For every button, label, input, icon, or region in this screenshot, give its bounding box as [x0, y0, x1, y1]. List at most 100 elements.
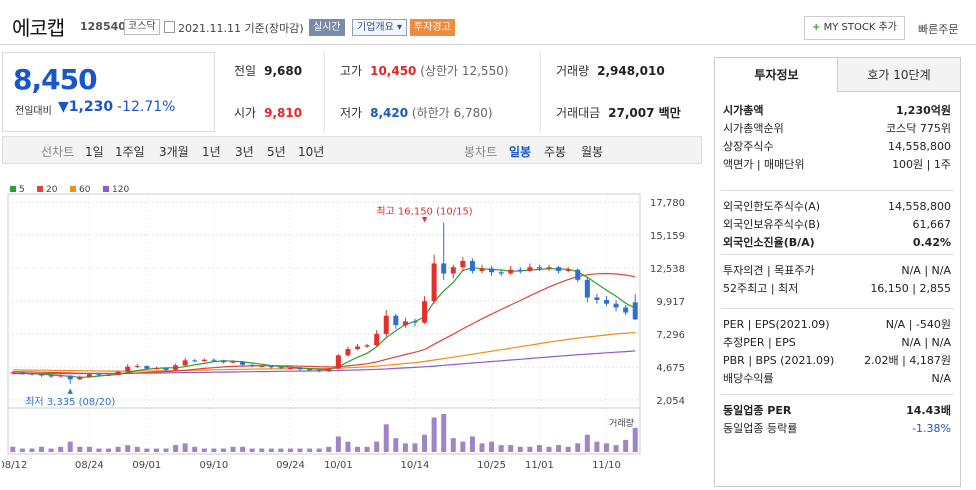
volume-bar	[134, 446, 140, 452]
volume-bar	[182, 443, 188, 452]
candle-body	[508, 269, 514, 274]
tab-period-1y[interactable]: 1년	[202, 145, 221, 159]
candle-body	[479, 268, 485, 271]
volume-bar	[613, 445, 619, 452]
volume-bar	[603, 443, 609, 452]
candle-body	[412, 321, 418, 323]
divider	[0, 44, 976, 45]
volume-bar	[479, 443, 485, 452]
candle-body	[383, 315, 389, 334]
candle-body	[48, 375, 54, 377]
info-value: N/A | -540원	[885, 318, 951, 331]
info-row: 시가총액 1,230억원	[723, 102, 951, 120]
price-stats: 전일 9,680 고가 10,450 (상한가 12,550) 거래량 2,948,0…	[216, 52, 704, 132]
info-value: 61,667	[912, 218, 952, 231]
candle-body	[469, 260, 475, 271]
info-key: PBR | BPS (2021.09)	[723, 354, 835, 367]
volume-bar	[402, 443, 408, 452]
max-annotation: 최고 16,150 (10/15)	[376, 206, 472, 218]
volume-bar	[96, 448, 102, 452]
tab-period-10y[interactable]: 10년	[298, 145, 325, 159]
info-row: 배당수익률 N/A	[723, 370, 951, 388]
volume-bar	[527, 446, 533, 452]
volume-bar	[48, 448, 54, 452]
volume-bar	[575, 443, 581, 452]
candle-body	[422, 301, 428, 323]
info-key: 상장주식수	[723, 140, 774, 153]
candle-body	[489, 268, 495, 273]
investment-warning-badge[interactable]: 투자경고	[410, 19, 455, 36]
info-row: 상장주식수 14,558,800	[723, 138, 951, 156]
volume-bar	[39, 446, 45, 452]
stat-high: 고가 10,450 (상한가 12,550)	[340, 62, 509, 79]
candle-body	[355, 346, 361, 350]
candle-body	[153, 367, 159, 369]
volume-bar	[316, 448, 322, 452]
ma60-line	[12, 332, 636, 372]
candle-body	[230, 361, 236, 363]
volume-bar	[307, 448, 313, 452]
volume-bar	[498, 445, 504, 452]
info-value: 14,558,800	[888, 140, 951, 153]
info-row: 52주최고 | 최저 16,150 | 2,855	[723, 280, 951, 298]
info-key: PER | EPS(2021.09)	[723, 318, 830, 331]
volume-bar	[565, 446, 571, 452]
tab-candle-chart[interactable]: 봉차트	[464, 145, 498, 159]
stat-label: 저가	[340, 106, 363, 120]
info-key: 외국인소진율(B/A)	[723, 236, 815, 249]
info-key: 동일업종 PER	[723, 404, 792, 417]
change-rate: -12.71%	[117, 99, 176, 115]
stat-label: 시가	[234, 106, 257, 120]
realtime-button[interactable]: 실시간	[309, 19, 345, 36]
candle-body	[163, 367, 169, 370]
tab-investment-info[interactable]: 투자정보	[715, 58, 838, 92]
candle-body	[249, 364, 255, 367]
info-row: PBR | BPS (2021.09) 2.02배 | 4,187원	[723, 352, 951, 370]
candle-body	[115, 371, 121, 375]
candle-body	[345, 349, 351, 356]
volume-bar	[469, 436, 475, 452]
change-amount: 1,230	[68, 99, 114, 115]
candle-body	[498, 272, 504, 274]
volume-bar	[594, 441, 600, 452]
tab-period-1w[interactable]: 1주일	[115, 145, 145, 159]
tab-period-3y[interactable]: 3년	[235, 145, 254, 159]
tab-period-3m[interactable]: 3개월	[159, 145, 189, 159]
legend-label: 5	[19, 185, 25, 195]
volume-bar	[67, 441, 73, 452]
change-value: ▼1,230	[58, 99, 113, 115]
tab-period-1d[interactable]: 1일	[85, 145, 104, 159]
tab-hoga-10[interactable]: 호가 10단계	[837, 58, 960, 92]
candle-body	[326, 368, 332, 372]
y-tick-label: 7,296	[656, 330, 685, 341]
x-tick-label: 11/10	[592, 460, 621, 471]
stat-value: 10,450	[370, 64, 417, 78]
info-row: 동일업종 등락률 -1.38%	[723, 420, 951, 438]
candle-body	[125, 366, 131, 372]
tab-daily[interactable]: 일봉	[509, 145, 532, 159]
tab-monthly[interactable]: 월봉	[581, 145, 604, 159]
tab-weekly[interactable]: 주봉	[544, 145, 567, 159]
volume-bar	[431, 417, 437, 452]
volume-bar	[556, 445, 562, 452]
volume-bar	[211, 448, 217, 452]
mystock-add-button[interactable]: + MY STOCK 추가	[804, 16, 905, 40]
stat-value: 9,810	[264, 106, 303, 120]
quick-order-link[interactable]: 빠른주문	[918, 23, 959, 36]
candle-body	[144, 366, 150, 369]
candle-body	[10, 372, 16, 374]
volume-bar	[546, 446, 552, 452]
tab-line-chart[interactable]: 선차트	[41, 145, 75, 159]
volume-bar	[230, 446, 236, 452]
volume-bar	[240, 446, 246, 452]
candle-body	[584, 279, 590, 298]
corp-overview-dropdown[interactable]: 기업개요 ▾	[352, 19, 408, 36]
volume-bar	[374, 441, 380, 452]
candle-body	[632, 302, 638, 320]
candle-body	[546, 267, 552, 269]
volume-bar	[163, 448, 169, 452]
candle-body	[268, 366, 274, 368]
candle-body	[536, 267, 542, 269]
divider	[540, 52, 541, 132]
tab-period-5y[interactable]: 5년	[267, 145, 286, 159]
